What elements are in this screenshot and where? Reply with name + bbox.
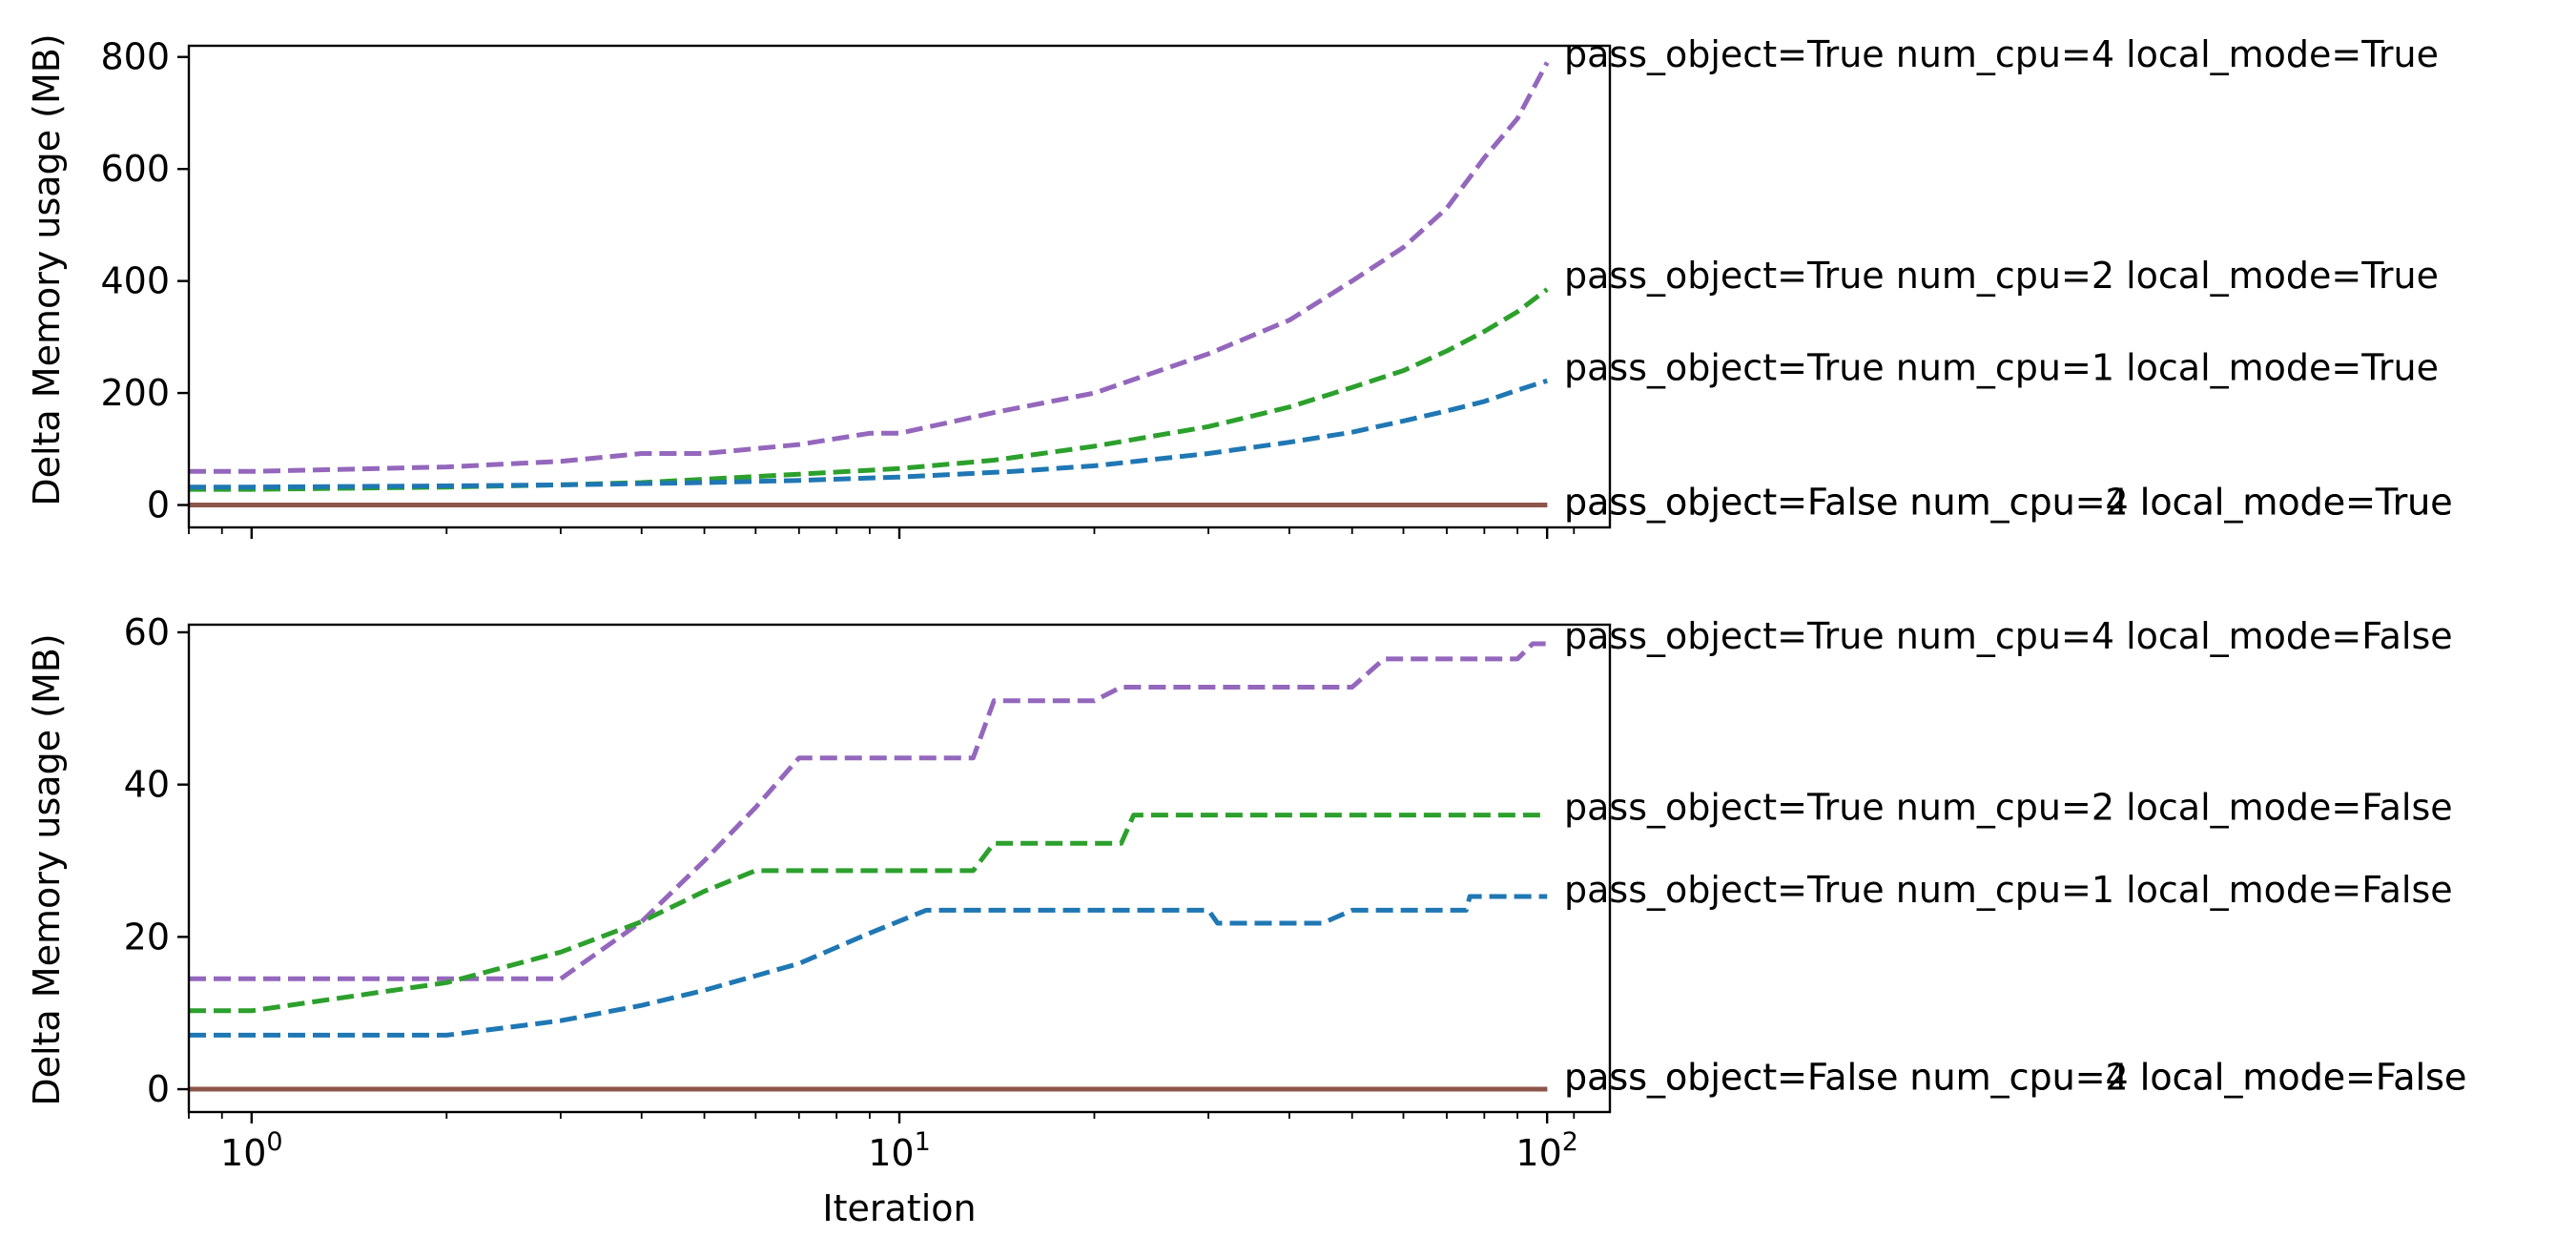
- series-line: [189, 813, 1548, 1014]
- series-annotation: pass_object=False num_cpu=2 local_mode=T…: [1564, 482, 2453, 524]
- series-line: [189, 894, 1548, 1038]
- series-annotation: pass_object=True num_cpu=2 local_mode=Fa…: [1564, 787, 2453, 829]
- top-y-axis-title: Delta Memory usage (MB): [26, 33, 68, 505]
- x-tick-label: 102: [1515, 1127, 1578, 1174]
- series-annotation: pass_object=False num_cpu=4 local_mode=F…: [1564, 1056, 2466, 1098]
- y-tick-label: 20: [124, 916, 170, 958]
- series-group-0: [189, 61, 1550, 507]
- top-panel: Delta Memory usage (MB) 0 200 400 600 800 pas…: [26, 33, 2453, 539]
- series-annotation: pass_object=True num_cpu=4 local_mode=Fa…: [1564, 615, 2453, 657]
- x-tick-label: 100: [220, 1127, 283, 1174]
- series-annotation: pass_object=False num_cpu=2 local_mode=F…: [1564, 1056, 2466, 1098]
- y-tick-label: 60: [124, 611, 170, 653]
- series-annotation: pass_object=True num_cpu=1 local_mode=Tr…: [1564, 347, 2439, 389]
- series-annotation: pass_object=True num_cpu=2 local_mode=Tr…: [1564, 255, 2439, 297]
- bottom-panel: Delta Memory usage (MB) Iteration 0 20 40 6…: [26, 611, 2466, 1229]
- y-tick-label: 800: [100, 36, 170, 78]
- y-tick-label: 40: [124, 764, 170, 806]
- bottom-y-axis-title: Delta Memory usage (MB): [26, 633, 68, 1105]
- y-tick-label: 0: [147, 484, 170, 526]
- series-line: [189, 61, 1550, 474]
- series-group-1: [189, 641, 1548, 1092]
- y-tick-label: 0: [147, 1068, 170, 1110]
- series-annotation: pass_object=True num_cpu=1 local_mode=Fa…: [1564, 869, 2453, 911]
- x-axis-title: Iteration: [822, 1187, 976, 1229]
- series-line: [189, 641, 1548, 981]
- series-annotation: pass_object=False num_cpu=4 local_mode=T…: [1564, 482, 2453, 524]
- series-annotation: pass_object=True num_cpu=4 local_mode=Tr…: [1564, 33, 2439, 75]
- y-tick-label: 400: [100, 260, 170, 302]
- series-line: [189, 378, 1548, 490]
- x-tick-label: 101: [868, 1127, 931, 1174]
- y-tick-label: 600: [100, 148, 170, 190]
- y-tick-label: 200: [100, 372, 170, 414]
